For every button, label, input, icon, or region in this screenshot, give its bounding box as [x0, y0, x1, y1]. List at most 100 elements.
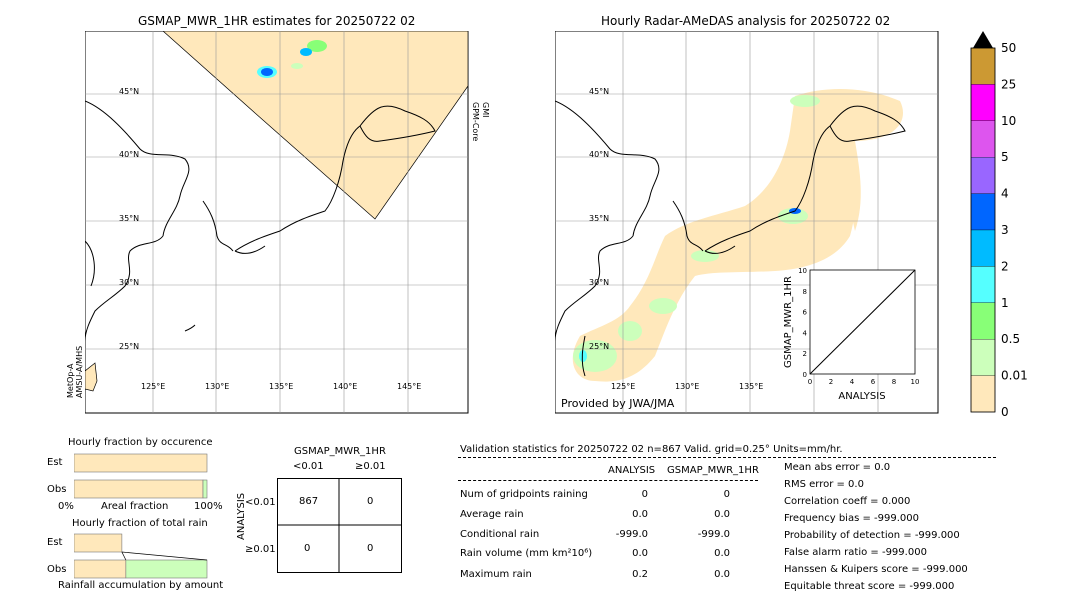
sensor-left-2: AMSU-A/MHS	[75, 345, 84, 398]
rain-blob	[691, 250, 719, 262]
colorbar-box	[970, 193, 996, 231]
sensor-left-1: MetOp-A	[66, 363, 75, 398]
rain-link-line	[121, 551, 208, 561]
val-row-a: -999.0	[615, 529, 648, 540]
colorbar-outline	[970, 47, 996, 413]
score-line: Correlation coeff = 0.000	[784, 496, 911, 507]
colorbar-box	[970, 266, 996, 303]
val-col1: ANALYSIS	[608, 465, 656, 476]
inset-ytick: 2	[803, 350, 807, 358]
colorbar-label: 1	[1001, 296, 1009, 310]
colorbar-label: 0	[1001, 405, 1009, 419]
score-line: Equitable threat score = -999.000	[784, 581, 955, 592]
inset-xtick: 0	[808, 378, 812, 386]
colorbar-label: 5	[1001, 150, 1009, 164]
cont-row-0: <0.01	[245, 497, 276, 508]
colorbar-box	[970, 302, 996, 340]
rain-obs-label: Obs	[47, 564, 67, 575]
val-row-b: 0.0	[714, 569, 730, 580]
rain-blob	[618, 321, 642, 341]
rain-blob	[573, 340, 617, 372]
lat-label: 35°N	[119, 214, 139, 223]
score-line: Hanssen & Kuipers score = -999.000	[784, 564, 968, 575]
left-map-grid	[85, 31, 468, 413]
lat-label: 25°N	[119, 342, 139, 351]
sensor-right-1: GPM-Core	[471, 102, 480, 142]
lon-label: 130°E	[205, 382, 229, 391]
occ-bars	[74, 453, 208, 499]
occ-bar-segment	[202, 479, 208, 499]
val-row-label: Conditional rain	[460, 529, 540, 540]
val-row-a: 0.2	[632, 569, 648, 580]
cont-title: GSMAP_MWR_1HR	[294, 446, 386, 457]
lon-label: 145°E	[397, 382, 421, 391]
cont-cell-00: 867	[299, 496, 319, 507]
colorbar-box	[970, 157, 996, 194]
colorbar-label: 0.01	[1001, 369, 1028, 383]
colorbar-label: 0.5	[1001, 332, 1020, 346]
val-row-a: 0	[641, 489, 648, 500]
cont-grid	[277, 478, 402, 573]
occ-bar-segment	[74, 453, 208, 473]
inset-xtick: 10	[911, 378, 920, 386]
lat-label: 40°N	[589, 150, 609, 159]
rain-blob	[291, 63, 303, 69]
colorbar-box	[970, 47, 996, 85]
left-map: 45°N 40°N 35°N 30°N 25°N 125°E 130°E 135…	[85, 31, 469, 414]
credit-text: Provided by JWA/JMA	[561, 397, 675, 410]
lon-label: 135°E	[739, 382, 763, 391]
val-row-a: 0.0	[632, 509, 648, 520]
occ-xlabel: Areal fraction	[101, 501, 169, 512]
lon-label: 140°E	[333, 382, 357, 391]
left-map-title: GSMAP_MWR_1HR estimates for 20250722 02	[138, 14, 416, 28]
rain-title: Hourly fraction of total rain	[72, 518, 208, 529]
val-col2: GSMAP_MWR_1HR	[667, 465, 759, 476]
inset-ytick: 4	[803, 329, 808, 337]
lon-label: 130°E	[675, 382, 699, 391]
lat-label: 45°N	[119, 87, 139, 96]
inset-ylabel: GSMAP_MWR_1HR	[783, 276, 794, 368]
score-line: Mean abs error = 0.0	[784, 462, 891, 473]
right-coastline	[555, 100, 906, 377]
colorbar-box	[970, 339, 996, 376]
colorbar-label: 10	[1001, 114, 1016, 128]
val-row-label: Average rain	[460, 509, 524, 520]
val-row-b: 0.0	[714, 548, 730, 559]
score-line: RMS error = 0.0	[784, 479, 864, 490]
right-map-title: Hourly Radar-AMeDAS analysis for 2025072…	[601, 14, 891, 28]
val-row-label: Maximum rain	[460, 569, 532, 580]
rain-blob	[579, 350, 587, 362]
cont-cell-11: 0	[367, 543, 374, 554]
inset-xtick: 8	[892, 378, 896, 386]
identity-line	[809, 269, 916, 375]
occ-tick-0: 0%	[58, 501, 74, 512]
lon-label: 125°E	[141, 382, 165, 391]
colorbar-label: 25	[1001, 77, 1016, 91]
colorbar-label: 3	[1001, 223, 1009, 237]
score-line: Probability of detection = -999.000	[784, 530, 960, 541]
rain-xlabel: Rainfall accumulation by amount	[58, 580, 224, 591]
rain-blob	[300, 48, 312, 56]
occ-est-label: Est	[47, 457, 63, 468]
lat-label: 45°N	[589, 87, 609, 96]
occ-obs-label: Obs	[47, 484, 67, 495]
inset-ytick: 8	[803, 288, 807, 296]
colorbar-box	[970, 120, 996, 158]
colorbar: 50 25 10 5 4 3 2 1 0.5 0.01 0	[970, 31, 1028, 419]
score-line: False alarm ratio = -999.000	[784, 547, 927, 558]
cont-col-0: <0.01	[293, 461, 324, 472]
inset-xlabel: ANALYSIS	[838, 391, 885, 402]
lat-label: 35°N	[589, 214, 609, 223]
satellite-swath	[162, 31, 469, 220]
lat-label: 25°N	[589, 342, 609, 351]
radar-coverage-tail	[845, 141, 861, 231]
cont-row-1: ≥0.01	[245, 544, 276, 555]
lon-label: 135°E	[269, 382, 293, 391]
val-subdivider	[458, 480, 758, 481]
satellite-swath-sw	[85, 362, 98, 392]
occ-title: Hourly fraction by occurence	[68, 437, 213, 448]
lat-label: 40°N	[119, 150, 139, 159]
colorbar-box	[970, 375, 996, 413]
colorbar-label: 50	[1001, 41, 1016, 55]
colorbar-label: 4	[1001, 187, 1009, 201]
